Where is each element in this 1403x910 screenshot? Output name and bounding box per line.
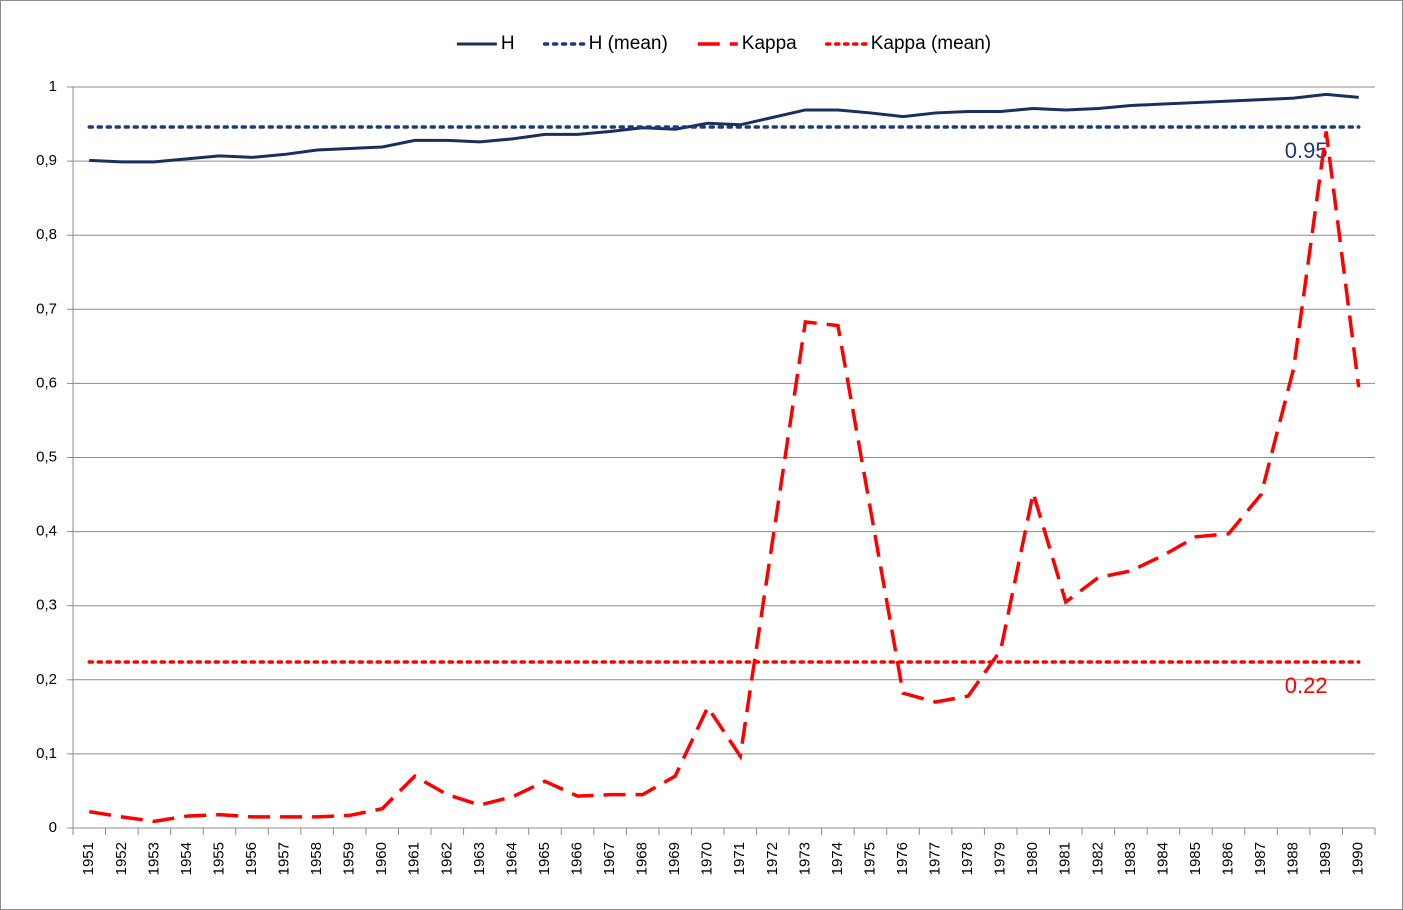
series-line	[88, 131, 1361, 824]
x-tick-label: 1965	[536, 842, 553, 875]
x-tick-label: 1957	[276, 842, 293, 875]
annotation: 0.22	[1285, 673, 1328, 698]
y-tick-label: 0,2	[36, 671, 57, 688]
series-line	[89, 92, 1359, 164]
x-tick-label: 1955	[210, 842, 227, 875]
x-tick-label: 1979	[992, 842, 1009, 875]
legend-label: H (mean)	[589, 33, 668, 54]
x-tick-label: 1974	[829, 842, 846, 875]
legend-label: Kappa (mean)	[871, 33, 991, 54]
y-tick-label: 0,1	[36, 745, 57, 762]
y-tick-label: 0,5	[36, 448, 57, 465]
x-tick-label: 1966	[568, 842, 585, 875]
x-tick-label: 1960	[373, 842, 390, 875]
x-tick-label: 1977	[927, 842, 944, 875]
y-tick-label: 0,7	[36, 300, 57, 317]
x-tick-label: 1959	[341, 842, 358, 875]
x-tick-label: 1982	[1089, 842, 1106, 875]
x-tick-label: 1986	[1219, 842, 1236, 875]
x-tick-label: 1983	[1122, 842, 1139, 875]
x-tick-label: 1952	[113, 842, 130, 875]
x-tick-label: 1954	[178, 842, 195, 875]
y-tick-label: 0,4	[36, 523, 57, 540]
x-tick-label: 1963	[471, 842, 488, 875]
x-tick-label: 1969	[666, 842, 683, 875]
x-tick-label: 1962	[438, 842, 455, 875]
x-tick-label: 1956	[243, 842, 260, 875]
y-tick-label: 1	[49, 78, 57, 95]
x-tick-label: 1980	[1024, 842, 1041, 875]
y-tick-label: 0	[49, 819, 57, 836]
x-tick-label: 1951	[80, 842, 97, 875]
annotation: 0.95	[1285, 138, 1328, 163]
x-tick-label: 1984	[1154, 842, 1171, 875]
x-tick-label: 1978	[959, 842, 976, 875]
y-tick-label: 0,3	[36, 597, 57, 614]
x-tick-label: 1990	[1350, 842, 1367, 875]
x-tick-label: 1968	[634, 842, 651, 875]
x-tick-label: 1961	[406, 842, 423, 875]
y-tick-label: 0,6	[36, 374, 57, 391]
x-tick-label: 1987	[1252, 842, 1269, 875]
x-tick-label: 1981	[1057, 842, 1074, 875]
legend-label: Kappa	[742, 33, 797, 54]
x-tick-label: 1971	[731, 842, 748, 875]
y-tick-label: 0,8	[36, 226, 57, 243]
x-tick-label: 1953	[145, 842, 162, 875]
y-tick-label: 0,9	[36, 152, 57, 169]
x-tick-label: 1976	[894, 842, 911, 875]
x-tick-label: 1964	[503, 842, 520, 875]
x-tick-label: 1989	[1317, 842, 1334, 875]
x-tick-label: 1975	[861, 842, 878, 875]
x-tick-label: 1973	[796, 842, 813, 875]
x-tick-label: 1958	[308, 842, 325, 875]
x-tick-label: 1970	[699, 842, 716, 875]
x-tick-label: 1967	[601, 842, 618, 875]
legend-label: H	[501, 33, 515, 54]
x-tick-label: 1985	[1187, 842, 1204, 875]
x-tick-label: 1988	[1285, 842, 1302, 875]
x-tick-label: 1972	[764, 842, 781, 875]
